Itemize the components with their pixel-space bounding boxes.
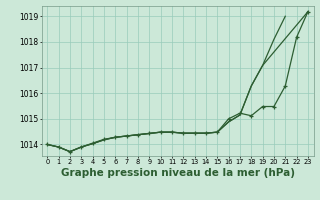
X-axis label: Graphe pression niveau de la mer (hPa): Graphe pression niveau de la mer (hPa) [60, 168, 295, 178]
